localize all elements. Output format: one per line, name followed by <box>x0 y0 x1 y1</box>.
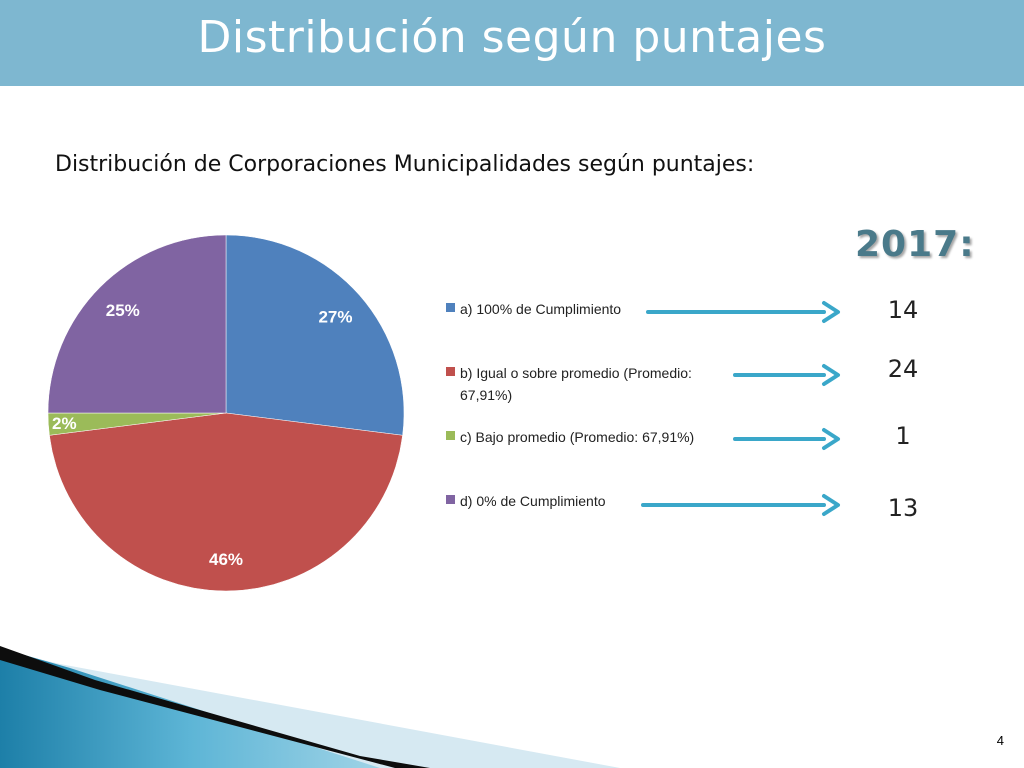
pie-label-3: 2% <box>52 414 77 433</box>
legend-label-a: a) 100% de Cumplimiento <box>460 301 622 317</box>
pie-label-1: 27% <box>318 307 352 326</box>
legend-label-d: d) 0% de Cumplimiento <box>460 493 606 509</box>
page-number: 4 <box>996 733 1004 748</box>
title-bar: Distribución según puntajes <box>0 0 1024 86</box>
legend-swatch-d <box>446 495 455 504</box>
pie-slice-4 <box>47 234 227 414</box>
count-d: 13 <box>887 494 919 522</box>
pie-label-2: 46% <box>209 550 243 569</box>
page-title: Distribución según puntajes <box>197 12 827 63</box>
count-a: 14 <box>887 296 919 324</box>
legend-swatch-b <box>446 367 455 376</box>
pie-slice-2 <box>49 412 403 592</box>
pie-label-4: 25% <box>106 301 140 320</box>
chart-subtitle: Distribución de Corporaciones Municipali… <box>55 152 755 177</box>
pie-slice-1 <box>225 234 405 436</box>
legend-swatch-c <box>446 431 455 440</box>
year-label: 2017: <box>855 224 975 265</box>
legend-swatch-a <box>446 303 455 312</box>
count-c: 1 <box>895 422 911 450</box>
count-b: 24 <box>887 355 919 383</box>
legend-label-c: c) Bajo promedio (Promedio: 67,91%) <box>460 429 695 445</box>
legend-label-b: b) Igual o sobre promedio (Promedio: 67,… <box>460 365 692 403</box>
